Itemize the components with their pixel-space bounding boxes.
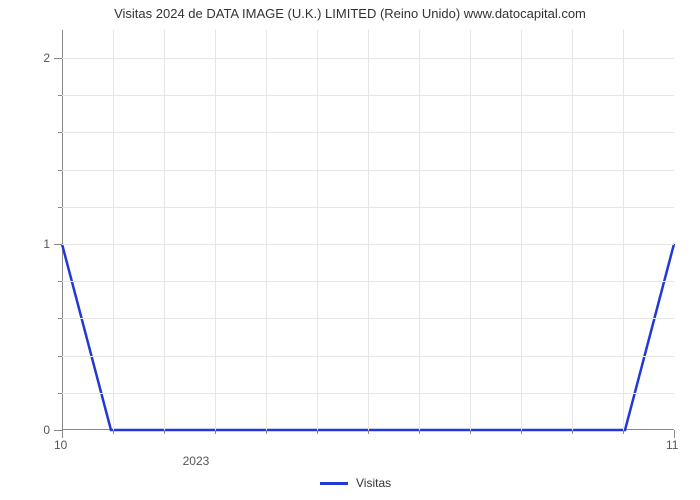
- gridline-vertical: [623, 30, 624, 430]
- gridline-horizontal: [62, 95, 674, 96]
- gridline-horizontal: [62, 281, 674, 282]
- x-tick-minor: [113, 430, 114, 434]
- x-tick-minor: [521, 430, 522, 434]
- x-tick-minor: [164, 430, 165, 434]
- gridline-vertical: [266, 30, 267, 430]
- y-tick-minor: [58, 281, 62, 282]
- x-tick-minor: [572, 430, 573, 434]
- gridline-vertical: [470, 30, 471, 430]
- y-tick-minor: [58, 356, 62, 357]
- y-tick-minor: [58, 95, 62, 96]
- y-tick-minor: [58, 170, 62, 171]
- gridline-horizontal: [62, 132, 674, 133]
- x-tick-major: [62, 430, 63, 438]
- gridline-vertical: [572, 30, 573, 430]
- y-tick-minor: [58, 132, 62, 133]
- x-tick-minor: [266, 430, 267, 434]
- gridline-horizontal: [62, 58, 674, 59]
- y-tick-major: [54, 244, 62, 245]
- x-tick-minor: [368, 430, 369, 434]
- gridline-horizontal: [62, 207, 674, 208]
- chart-title: Visitas 2024 de DATA IMAGE (U.K.) LIMITE…: [0, 6, 700, 21]
- y-tick-minor: [58, 393, 62, 394]
- x-tick-minor: [215, 430, 216, 434]
- x-tick-label: 11: [666, 438, 678, 452]
- chart-container: Visitas 2024 de DATA IMAGE (U.K.) LIMITE…: [0, 0, 700, 500]
- x-tick-minor: [419, 430, 420, 434]
- gridline-vertical: [164, 30, 165, 430]
- plot-area: [62, 30, 674, 430]
- legend: Visitas: [320, 476, 391, 490]
- gridline-vertical: [368, 30, 369, 430]
- gridline-horizontal: [62, 244, 674, 245]
- gridline-vertical: [419, 30, 420, 430]
- gridline-horizontal: [62, 356, 674, 357]
- x-tick-label-minor: 2023: [183, 454, 210, 468]
- x-tick-minor: [470, 430, 471, 434]
- y-tick-major: [54, 430, 62, 431]
- y-tick-minor: [58, 207, 62, 208]
- y-tick-major: [54, 58, 62, 59]
- gridline-vertical: [317, 30, 318, 430]
- gridline-horizontal: [62, 393, 674, 394]
- x-tick-minor: [623, 430, 624, 434]
- gridline-vertical: [215, 30, 216, 430]
- gridline-horizontal: [62, 318, 674, 319]
- x-tick-label: 10: [54, 438, 67, 452]
- y-tick-label: 2: [43, 51, 50, 65]
- y-tick-label: 0: [43, 423, 50, 437]
- gridline-vertical: [521, 30, 522, 430]
- x-tick-major: [674, 430, 675, 438]
- gridline-vertical: [113, 30, 114, 430]
- x-tick-minor: [317, 430, 318, 434]
- legend-label: Visitas: [356, 476, 391, 490]
- gridline-horizontal: [62, 170, 674, 171]
- legend-swatch: [320, 482, 348, 485]
- y-tick-label: 1: [43, 237, 50, 251]
- y-tick-minor: [58, 318, 62, 319]
